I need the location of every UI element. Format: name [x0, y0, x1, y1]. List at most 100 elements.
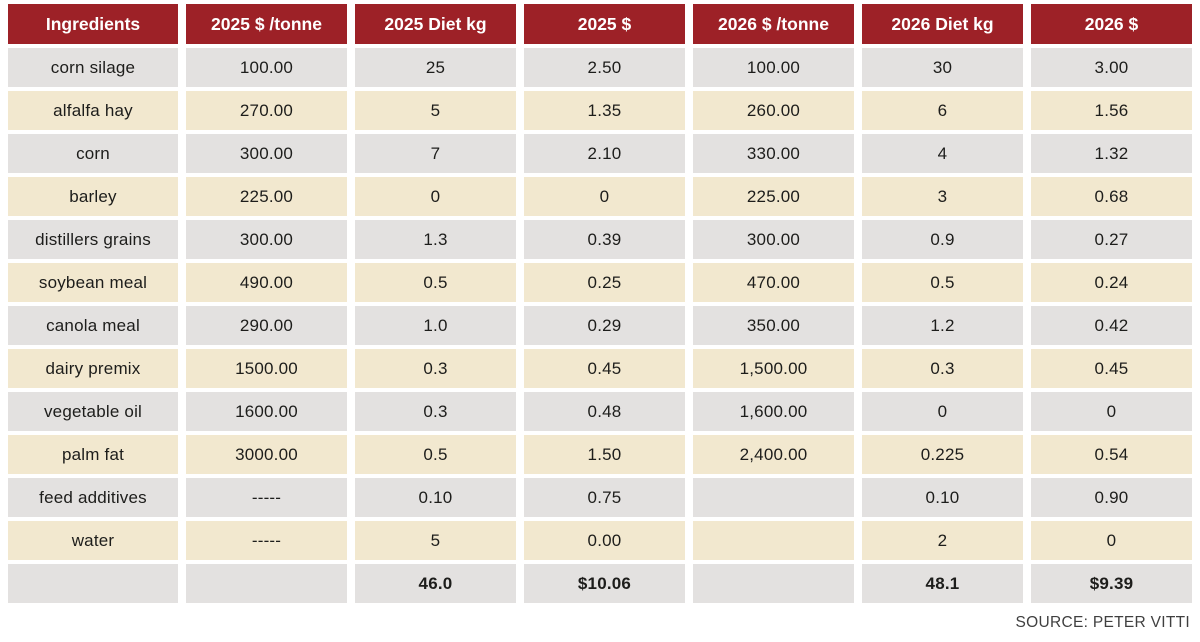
table-cell — [693, 478, 854, 517]
table-cell: 5 — [355, 91, 516, 130]
totals-cell: $10.06 — [524, 564, 685, 603]
table-cell: palm fat — [8, 435, 178, 474]
table-row: canola meal 290.00 1.0 0.29 350.00 1.2 0.42 — [8, 306, 1192, 345]
table-cell: 0.10 — [355, 478, 516, 517]
table-row: water ----- 5 0.00 2 0 — [8, 521, 1192, 560]
totals-cell: 46.0 — [355, 564, 516, 603]
table-cell: 0.3 — [862, 349, 1023, 388]
table-cell: 330.00 — [693, 134, 854, 173]
table-cell: canola meal — [8, 306, 178, 345]
table-cell: 350.00 — [693, 306, 854, 345]
table-cell: 0.5 — [355, 435, 516, 474]
table-cell: 0 — [862, 392, 1023, 431]
table-cell: 0.24 — [1031, 263, 1192, 302]
table-cell: 6 — [862, 91, 1023, 130]
table-cell: 0.45 — [524, 349, 685, 388]
source-credit: SOURCE: PETER VITTI — [1015, 614, 1190, 631]
table-row: barley 225.00 0 0 225.00 3 0.68 — [8, 177, 1192, 216]
column-header-ingredients: Ingredients — [8, 4, 178, 44]
table-header: Ingredients 2025 $ /tonne 2025 Diet kg 2… — [8, 4, 1192, 44]
table-cell: 0 — [1031, 521, 1192, 560]
totals-cell — [186, 564, 347, 603]
table-row: palm fat 3000.00 0.5 1.50 2,400.00 0.225 0.54 — [8, 435, 1192, 474]
table-cell: alfalfa hay — [8, 91, 178, 130]
table-cell: soybean meal — [8, 263, 178, 302]
ingredients-cost-table: Ingredients 2025 $ /tonne 2025 Diet kg 2… — [8, 4, 1192, 603]
table-row: soybean meal 490.00 0.5 0.25 470.00 0.5 0.24 — [8, 263, 1192, 302]
table-cell: 1500.00 — [186, 349, 347, 388]
totals-cell: $9.39 — [1031, 564, 1192, 603]
table-cell: 2.10 — [524, 134, 685, 173]
table-cell: 1.50 — [524, 435, 685, 474]
table-cell: ----- — [186, 521, 347, 560]
table-cell: 1,500.00 — [693, 349, 854, 388]
table-cell: feed additives — [8, 478, 178, 517]
totals-cell — [693, 564, 854, 603]
table-cell: 3 — [862, 177, 1023, 216]
table-cell: vegetable oil — [8, 392, 178, 431]
table-cell: 2,400.00 — [693, 435, 854, 474]
table-cell: 225.00 — [186, 177, 347, 216]
table-cell: 1.2 — [862, 306, 1023, 345]
totals-cell: 48.1 — [862, 564, 1023, 603]
table-row: alfalfa hay 270.00 5 1.35 260.00 6 1.56 — [8, 91, 1192, 130]
table-cell: 490.00 — [186, 263, 347, 302]
table-cell: 300.00 — [186, 220, 347, 259]
table-cell: 1,600.00 — [693, 392, 854, 431]
table-cell: 1.3 — [355, 220, 516, 259]
table-cell: 270.00 — [186, 91, 347, 130]
table-cell: 2.50 — [524, 48, 685, 87]
table-cell: 0.75 — [524, 478, 685, 517]
table-cell: 1.32 — [1031, 134, 1192, 173]
table-cell: 470.00 — [693, 263, 854, 302]
table-body: corn silage 100.00 25 2.50 100.00 30 3.00 alfal… — [8, 48, 1192, 603]
table-cell: 0.225 — [862, 435, 1023, 474]
table-cell: distillers grains — [8, 220, 178, 259]
table-cell: water — [8, 521, 178, 560]
table-cell: 30 — [862, 48, 1023, 87]
table-cell: dairy premix — [8, 349, 178, 388]
table-cell: 1.0 — [355, 306, 516, 345]
table-cell: 260.00 — [693, 91, 854, 130]
table-cell — [693, 521, 854, 560]
table-cell: 3000.00 — [186, 435, 347, 474]
table-cell: ----- — [186, 478, 347, 517]
table-cell: 2 — [862, 521, 1023, 560]
table-cell: 1600.00 — [186, 392, 347, 431]
table-cell: 0 — [524, 177, 685, 216]
table-cell: 0.5 — [355, 263, 516, 302]
table-cell: 0.9 — [862, 220, 1023, 259]
table-cell: 1.35 — [524, 91, 685, 130]
column-header-2026-per-tonne: 2026 $ /tonne — [693, 4, 854, 44]
table-cell: 300.00 — [186, 134, 347, 173]
table-cell: 0.3 — [355, 349, 516, 388]
table-cell: 225.00 — [693, 177, 854, 216]
column-header-2026-dollars: 2026 $ — [1031, 4, 1192, 44]
table-cell: 0.45 — [1031, 349, 1192, 388]
table-row: vegetable oil 1600.00 0.3 0.48 1,600.00 0 0 — [8, 392, 1192, 431]
table-cell: 4 — [862, 134, 1023, 173]
column-header-2026-diet-kg: 2026 Diet kg — [862, 4, 1023, 44]
table-cell: 0.27 — [1031, 220, 1192, 259]
table-cell: 100.00 — [186, 48, 347, 87]
column-header-2025-diet-kg: 2025 Diet kg — [355, 4, 516, 44]
table-cell: 0.48 — [524, 392, 685, 431]
table-row: feed additives ----- 0.10 0.75 0.10 0.90 — [8, 478, 1192, 517]
table-cell: 300.00 — [693, 220, 854, 259]
table-row: corn silage 100.00 25 2.50 100.00 30 3.00 — [8, 48, 1192, 87]
table-cell: 290.00 — [186, 306, 347, 345]
table-cell: 0.5 — [862, 263, 1023, 302]
table-row: corn 300.00 7 2.10 330.00 4 1.32 — [8, 134, 1192, 173]
table-row: dairy premix 1500.00 0.3 0.45 1,500.00 0.3 0.4… — [8, 349, 1192, 388]
table-cell: 0.10 — [862, 478, 1023, 517]
table-cell: 0.00 — [524, 521, 685, 560]
table-cell: 3.00 — [1031, 48, 1192, 87]
totals-row: 46.0 $10.06 48.1 $9.39 — [8, 564, 1192, 603]
totals-cell — [8, 564, 178, 603]
table-cell: 0.25 — [524, 263, 685, 302]
table-cell: 0 — [355, 177, 516, 216]
table-cell: barley — [8, 177, 178, 216]
table-cell: 25 — [355, 48, 516, 87]
table-cell: 0.90 — [1031, 478, 1192, 517]
